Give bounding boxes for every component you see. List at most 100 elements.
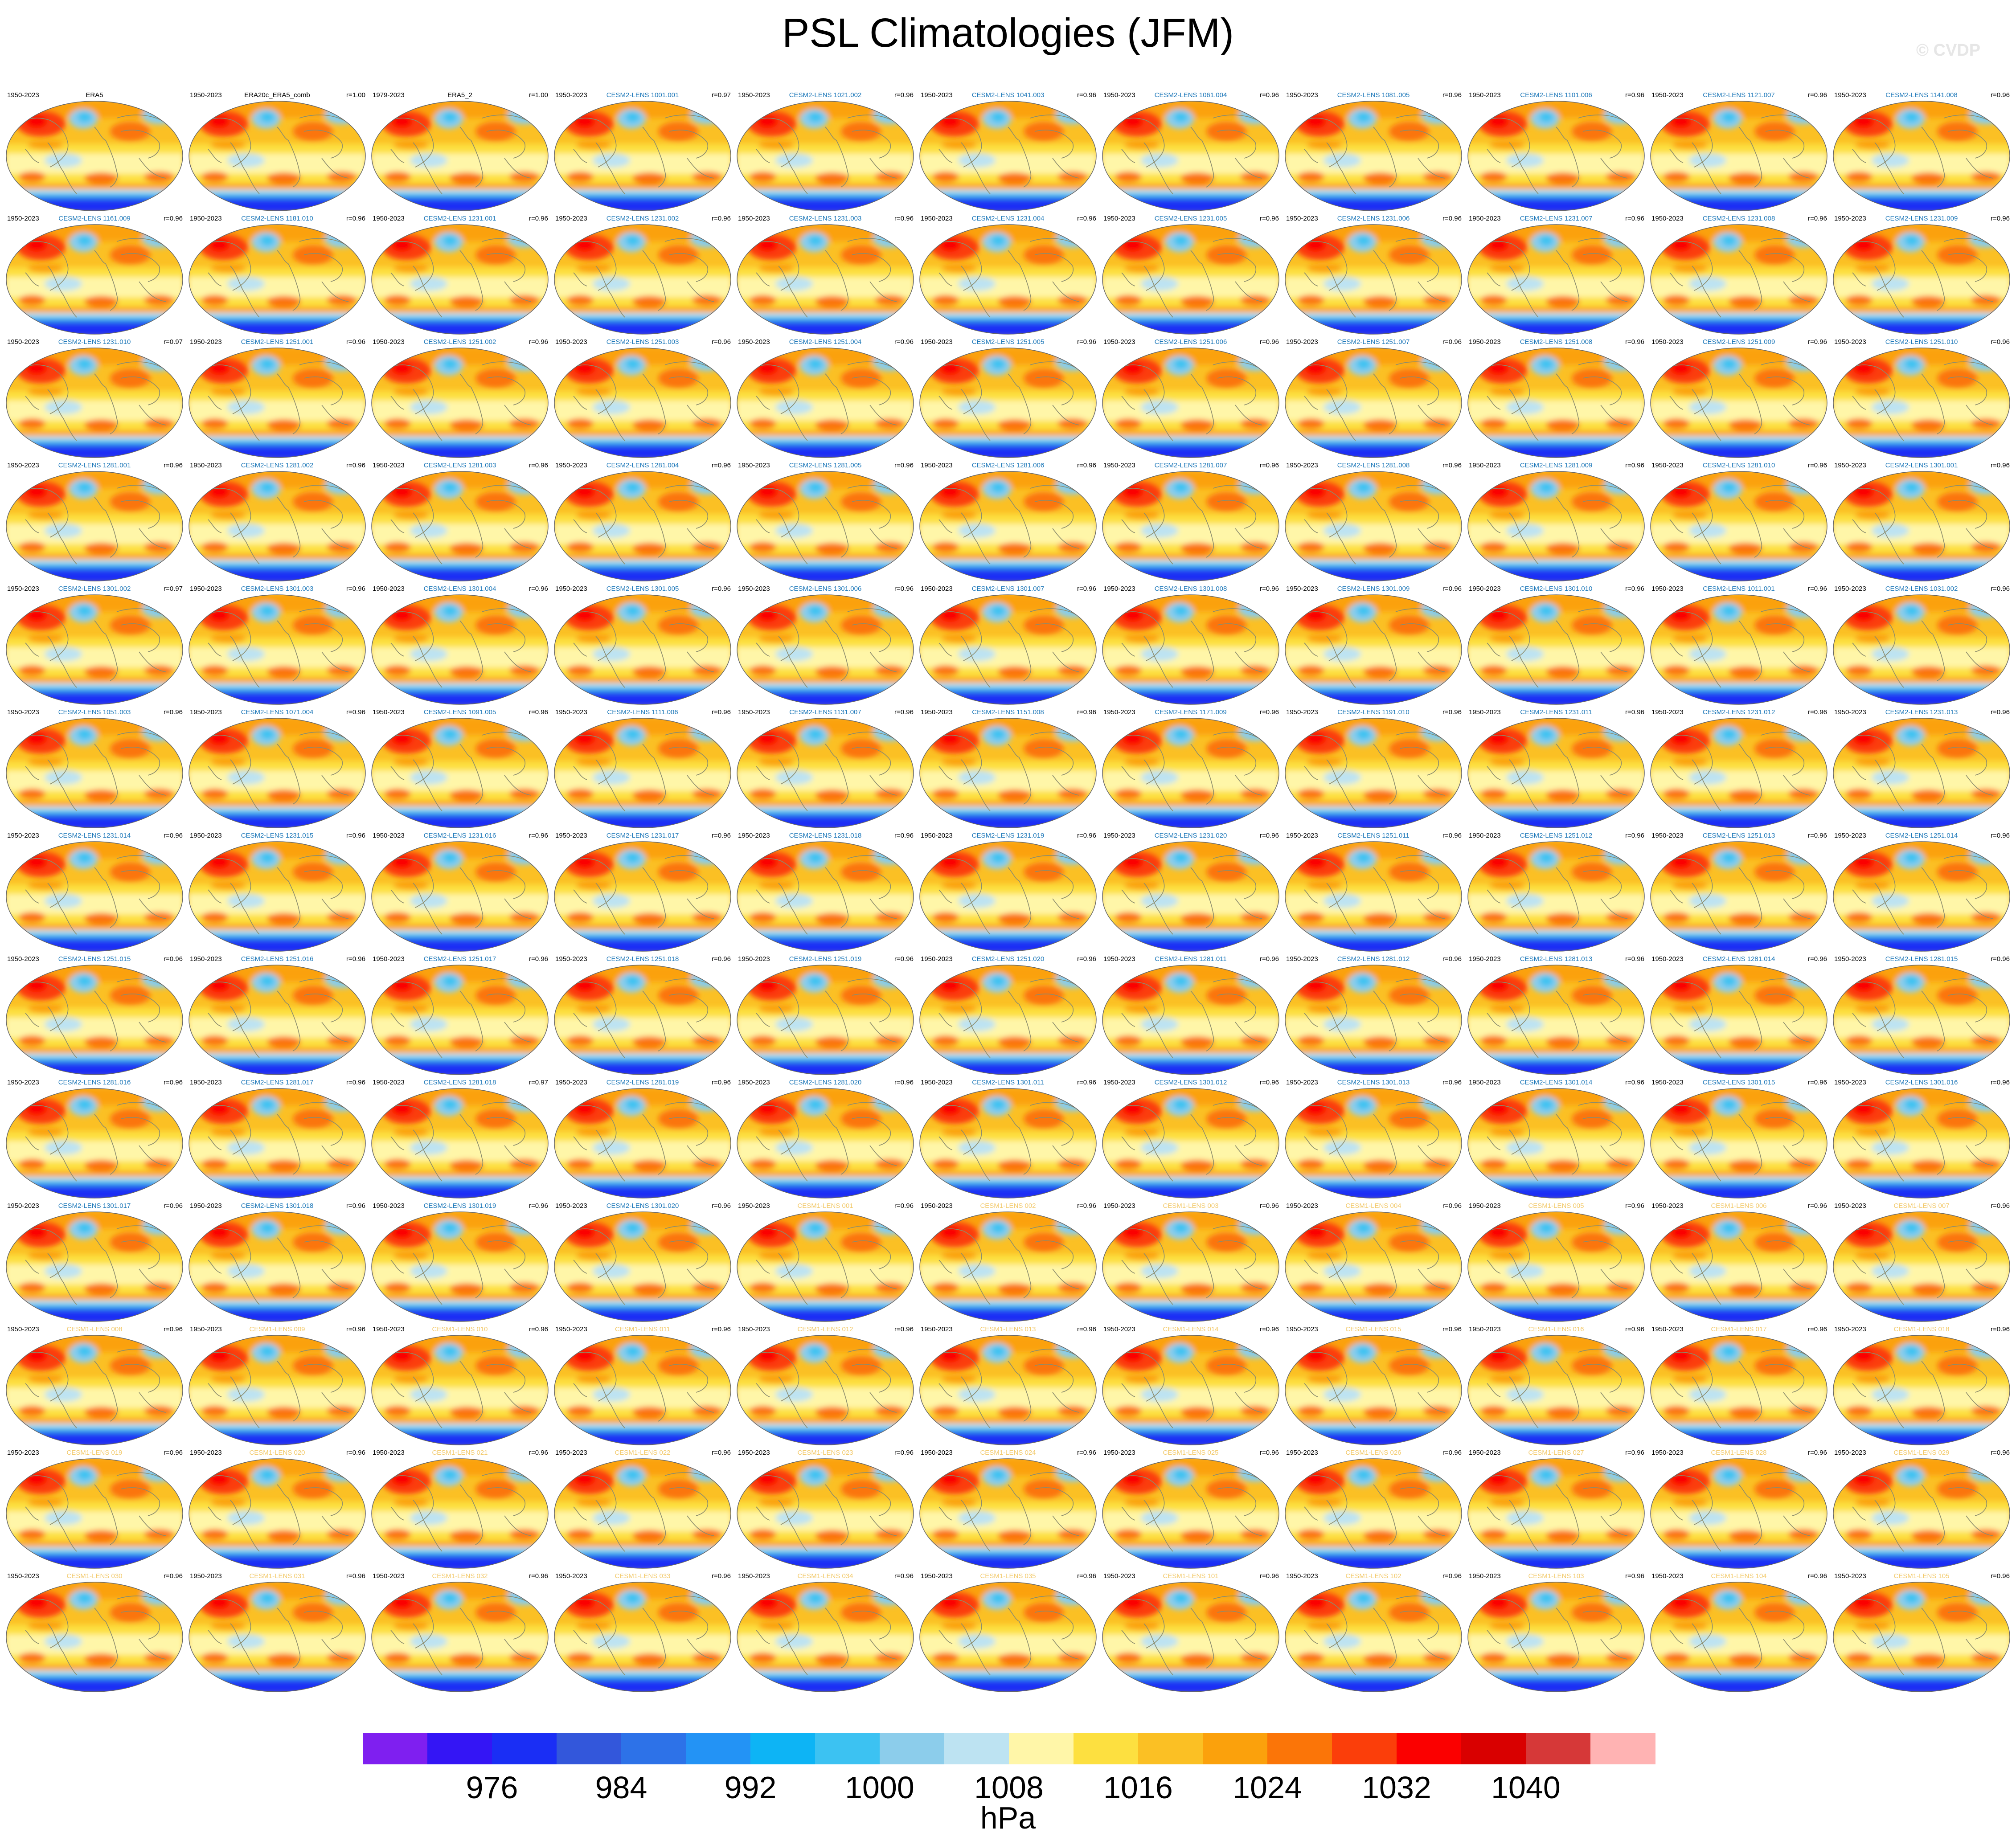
panel-title: CESM2-LENS 1281.015	[1885, 955, 1958, 963]
colorbar-swatch	[815, 1733, 880, 1764]
psl-map	[5, 717, 184, 829]
psl-map	[5, 1211, 184, 1322]
psl-map	[553, 717, 732, 829]
panel-correlation: r=0.96	[712, 708, 731, 716]
panel-title: CESM2-LENS 1251.004	[789, 338, 862, 346]
panel-correlation: r=0.96	[712, 955, 731, 963]
panel-title: CESM1-LENS 009	[249, 1325, 305, 1333]
panel-years: 1950-2023	[738, 91, 770, 99]
colorbar-swatch	[557, 1733, 622, 1764]
panel-title: CESM2-LENS 1231.004	[971, 215, 1045, 222]
panel-correlation: r=0.97	[164, 338, 183, 346]
panel-title: CESM1-LENS 020	[249, 1449, 305, 1456]
panel-title: CESM2-LENS 1281.017	[241, 1079, 314, 1086]
map-panel: 1950-2023 CESM1-LENS 004 r=0.96	[1283, 1202, 1464, 1325]
map-panel: 1950-2023 CESM1-LENS 019 r=0.96	[4, 1449, 185, 1572]
colorbar	[363, 1733, 1655, 1764]
panel-title: CESM1-LENS 008	[66, 1325, 123, 1333]
panel-correlation: r=0.96	[346, 462, 365, 469]
panel-correlation: r=0.96	[1260, 955, 1279, 963]
panel-correlation: r=0.96	[164, 955, 183, 963]
map-panel: 1950-2023 CESM2-LENS 1301.011 r=0.96	[917, 1079, 1099, 1202]
panel-title: CESM1-LENS 033	[615, 1572, 671, 1580]
panel-years: 1950-2023	[921, 1449, 953, 1456]
psl-map	[188, 841, 366, 952]
panel-years: 1950-2023	[738, 1572, 770, 1580]
psl-map	[188, 1334, 366, 1446]
panel-correlation: r=0.96	[1077, 1202, 1096, 1210]
psl-map	[188, 224, 366, 335]
panel-years: 1950-2023	[1651, 1325, 1684, 1333]
psl-map	[188, 717, 366, 829]
panel-correlation: r=0.96	[1442, 1079, 1462, 1086]
panel-years: 1950-2023	[921, 1202, 953, 1210]
panel-years: 1950-2023	[1834, 338, 1866, 346]
panel-title: CESM1-LENS 005	[1528, 1202, 1584, 1210]
panel-title: CESM1-LENS 026	[1345, 1449, 1401, 1456]
colorbar-swatch	[1074, 1733, 1139, 1764]
panel-correlation: r=0.96	[164, 708, 183, 716]
psl-map	[1650, 1088, 1828, 1199]
panel-title: CESM1-LENS 003	[1163, 1202, 1219, 1210]
panel-years: 1950-2023	[1834, 585, 1866, 593]
panel-title: CESM1-LENS 012	[797, 1325, 853, 1333]
panel-correlation: r=0.96	[1625, 1325, 1644, 1333]
psl-map	[1467, 470, 1645, 582]
psl-map	[371, 347, 549, 458]
map-panel: 1950-2023 CESM2-LENS 1281.011 r=0.96	[1100, 955, 1282, 1079]
panel-years: 1950-2023	[7, 585, 39, 593]
map-panel: 1950-2023 CESM2-LENS 1281.017 r=0.96	[186, 1079, 368, 1202]
panel-years: 1950-2023	[190, 1449, 222, 1456]
panel-correlation: r=0.97	[529, 1079, 548, 1086]
panel-years: 1950-2023	[1103, 1079, 1135, 1086]
psl-map	[5, 841, 184, 952]
map-panel: 1950-2023 CESM2-LENS 1301.020 r=0.96	[552, 1202, 733, 1325]
panel-correlation: r=0.96	[164, 1079, 183, 1086]
panel-title: CESM2-LENS 1231.005	[1154, 215, 1227, 222]
map-panel: 1950-2023 CESM1-LENS 021 r=0.96	[369, 1449, 551, 1572]
map-panel: 1950-2023 CESM2-LENS 1231.013 r=0.96	[1831, 708, 2012, 832]
panel-years: 1950-2023	[373, 338, 405, 346]
panel-title: CESM2-LENS 1301.001	[1885, 462, 1958, 469]
panel-years: 1950-2023	[1469, 1325, 1501, 1333]
psl-map	[1467, 1581, 1645, 1693]
panel-years: 1950-2023	[1834, 1572, 1866, 1580]
map-panel: 1950-2023 CESM2-LENS 1231.008 r=0.96	[1648, 215, 1830, 338]
panel-years: 1950-2023	[190, 955, 222, 963]
panel-title: CESM2-LENS 1281.001	[58, 462, 131, 469]
panel-title: CESM2-LENS 1281.009	[1520, 462, 1593, 469]
panel-years: 1950-2023	[555, 215, 587, 222]
panel-correlation: r=0.96	[1625, 1079, 1644, 1086]
panel-correlation: r=0.96	[1625, 91, 1644, 99]
psl-map	[1102, 347, 1280, 458]
panel-correlation: r=0.96	[1442, 338, 1462, 346]
panel-title: CESM2-LENS 1301.006	[789, 585, 862, 593]
psl-map	[1832, 1334, 2011, 1446]
colorbar-swatch	[1138, 1733, 1203, 1764]
map-panel: 1950-2023 CESM2-LENS 1251.007 r=0.96	[1283, 338, 1464, 462]
panel-correlation: r=0.96	[1625, 1202, 1644, 1210]
panel-years: 1950-2023	[373, 585, 405, 593]
map-panel: 1950-2023 CESM1-LENS 023 r=0.96	[734, 1449, 916, 1572]
panel-years: 1950-2023	[1651, 955, 1684, 963]
psl-map	[1467, 841, 1645, 952]
psl-map	[188, 1088, 366, 1199]
panel-title: CESM2-LENS 1281.014	[1702, 955, 1775, 963]
panel-years: 1950-2023	[7, 1079, 39, 1086]
psl-map	[1467, 964, 1645, 1076]
panel-correlation: r=0.96	[1442, 832, 1462, 839]
psl-map	[919, 717, 1097, 829]
map-panel: 1950-2023 CESM2-LENS 1301.004 r=0.96	[369, 585, 551, 708]
psl-map	[188, 1458, 366, 1569]
map-panel: 1950-2023 CESM1-LENS 014 r=0.96	[1100, 1325, 1282, 1449]
map-panel: 1950-2023 CESM2-LENS 1251.003 r=0.96	[552, 338, 733, 462]
panel-years: 1950-2023	[555, 832, 587, 839]
panel-years: 1950-2023	[921, 1325, 953, 1333]
panel-title: CESM1-LENS 025	[1163, 1449, 1219, 1456]
panel-title: CESM1-LENS 006	[1711, 1202, 1767, 1210]
map-panel: 1950-2023 CESM2-LENS 1281.001 r=0.96	[4, 462, 185, 585]
panel-correlation: r=0.96	[529, 1325, 548, 1333]
map-panel: 1950-2023 CESM2-LENS 1301.003 r=0.96	[186, 585, 368, 708]
panel-years: 1950-2023	[1834, 1449, 1866, 1456]
psl-map	[1650, 717, 1828, 829]
